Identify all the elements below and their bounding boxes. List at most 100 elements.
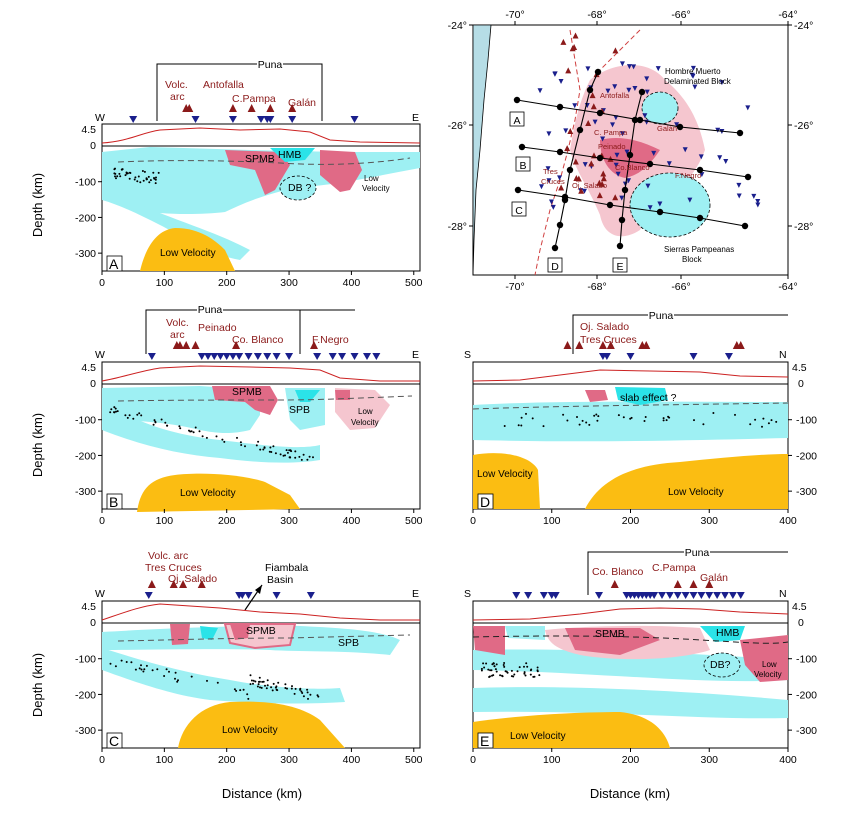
cross-section-frame bbox=[101, 145, 421, 272]
earthquake-dot bbox=[308, 455, 311, 458]
earthquake-dot bbox=[140, 414, 143, 417]
station-marker bbox=[626, 353, 635, 360]
earthquake-dot bbox=[493, 665, 496, 668]
profile-node bbox=[646, 160, 654, 168]
station-marker bbox=[524, 592, 533, 599]
earthquake-dot bbox=[301, 692, 304, 694]
station-marker bbox=[689, 592, 698, 599]
map-volcano bbox=[558, 184, 565, 191]
station-marker bbox=[705, 592, 714, 599]
y-tick-label: -200 bbox=[75, 212, 96, 224]
earthquake-dot bbox=[482, 662, 485, 665]
x-tick-label: 200 bbox=[622, 515, 640, 527]
earthquake-dot bbox=[143, 170, 146, 173]
map-volcano bbox=[596, 192, 603, 199]
station-marker bbox=[328, 353, 337, 360]
earthquake-dot bbox=[272, 445, 275, 448]
earthquake-dot bbox=[133, 178, 136, 181]
x-tick-label: 100 bbox=[543, 754, 561, 766]
station-marker bbox=[658, 592, 666, 599]
hmb-anomaly bbox=[270, 148, 315, 162]
station-marker bbox=[244, 592, 253, 599]
volcano-marker bbox=[288, 104, 297, 112]
profile-lines: A B C D E bbox=[509, 68, 752, 273]
map-station bbox=[755, 202, 761, 208]
map-station bbox=[736, 193, 742, 199]
axes: 0 100 200 300 400 500 -300 -200 -100 bbox=[75, 654, 423, 766]
x-tick-label: 0 bbox=[470, 754, 476, 766]
profile-line-label: B bbox=[519, 160, 526, 172]
earthquake-dot bbox=[693, 419, 695, 422]
slab-anomaly bbox=[473, 687, 788, 719]
map-label: Co.Blanco bbox=[615, 163, 650, 172]
volcano-label: Volc. bbox=[165, 79, 188, 91]
earthquake-dot bbox=[288, 449, 291, 452]
earthquake-dot bbox=[309, 693, 312, 696]
y-tick-label: -300 bbox=[796, 486, 817, 498]
earthquake-dot bbox=[113, 406, 116, 409]
svg-text:0: 0 bbox=[798, 617, 804, 629]
earthquake-dot bbox=[114, 407, 117, 410]
map-station bbox=[687, 197, 693, 203]
volcano-marker bbox=[185, 104, 194, 112]
earthquake-dot bbox=[116, 410, 119, 413]
map-station bbox=[751, 193, 757, 199]
station-marker bbox=[713, 592, 722, 599]
map-panel: A B C D E Hombre Muerto Delaminated Block An… bbox=[448, 9, 814, 293]
volcano-marker bbox=[191, 341, 200, 349]
earthquake-dot bbox=[293, 692, 296, 695]
map-lat-tick: -24° bbox=[794, 20, 813, 32]
map-volcano bbox=[600, 175, 607, 182]
earthquake-dot bbox=[588, 423, 591, 426]
earthquake-dot bbox=[151, 669, 154, 672]
x-tick-label: 200 bbox=[622, 754, 640, 766]
map-volcano bbox=[572, 32, 579, 39]
earthquake-dot bbox=[153, 177, 155, 179]
earthquake-dot bbox=[502, 664, 505, 666]
earthquake-dot bbox=[216, 681, 219, 684]
earthquake-dot bbox=[274, 452, 277, 455]
earthquake-dot bbox=[259, 686, 261, 689]
map-lon-tick: -64° bbox=[778, 9, 797, 21]
x-tick-label: 100 bbox=[156, 754, 174, 766]
map-station bbox=[539, 184, 545, 190]
earthquake-dot bbox=[249, 683, 252, 686]
profile-line bbox=[517, 189, 746, 227]
earthquake-dot bbox=[223, 440, 226, 443]
map-lon-tick: -70° bbox=[505, 9, 524, 21]
x-tick-label: 300 bbox=[700, 515, 718, 527]
earthquake-dot bbox=[542, 425, 545, 428]
earthquake-dot bbox=[270, 686, 273, 689]
map-lon-tick: -66° bbox=[671, 281, 690, 293]
map-station bbox=[644, 76, 650, 82]
earthquake-dot bbox=[252, 682, 254, 685]
y-tick-label: -200 bbox=[75, 450, 96, 462]
profile-node bbox=[596, 109, 604, 117]
map-station bbox=[614, 152, 620, 158]
earthquake-dot bbox=[126, 172, 129, 175]
earthquake-dot bbox=[284, 454, 286, 457]
profile-line bbox=[516, 99, 741, 134]
earthquake-dot bbox=[762, 417, 765, 420]
profile-node bbox=[551, 244, 559, 252]
profile-node bbox=[616, 242, 624, 250]
x-tick-label: 300 bbox=[280, 754, 298, 766]
volcano-label: Co. Blanco bbox=[232, 334, 284, 346]
earthquake-dot bbox=[126, 416, 129, 419]
elevation-profile bbox=[472, 607, 789, 621]
panel-e: Puna Co. Blanco C.Pampa Galán S N 4.5 0 … bbox=[464, 546, 817, 801]
upper-crust-anomaly bbox=[473, 626, 505, 655]
volcano-label: Oj. Salado bbox=[168, 573, 217, 585]
x-axis-title: Distance (km) bbox=[222, 786, 302, 801]
map-station bbox=[736, 182, 742, 188]
elevation-strip bbox=[472, 361, 789, 385]
map-volcano bbox=[589, 92, 596, 99]
earthquake-dot bbox=[154, 178, 157, 181]
map-station bbox=[585, 66, 591, 72]
earthquake-dot bbox=[259, 448, 262, 451]
earthquake-dot bbox=[254, 680, 257, 683]
map-lat-tick: -28° bbox=[794, 221, 813, 233]
earthquake-dot bbox=[198, 430, 201, 433]
station-marker bbox=[665, 592, 674, 599]
earthquake-dot bbox=[300, 690, 303, 693]
